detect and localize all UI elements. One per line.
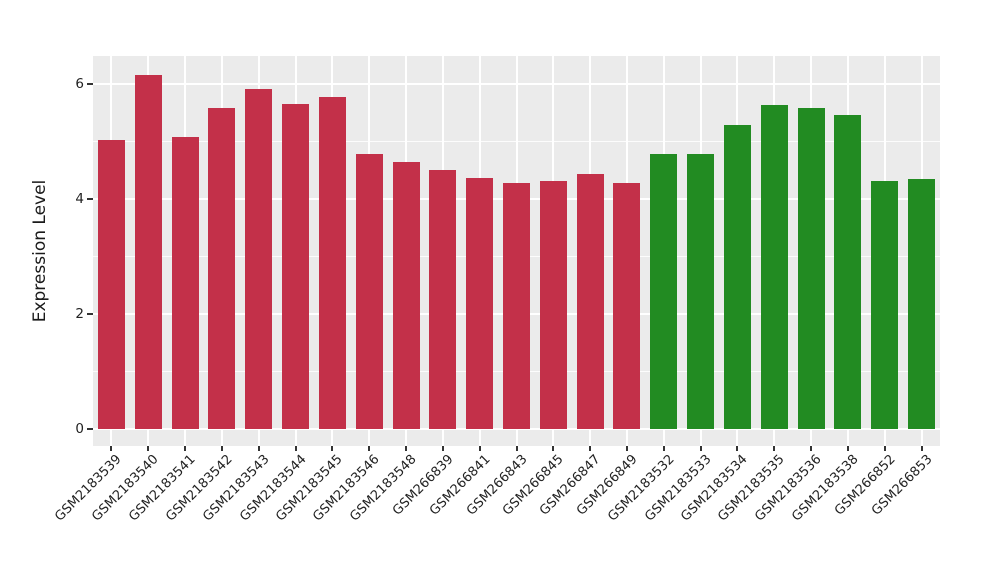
bar-GSM2183532 <box>650 153 678 429</box>
x-axis-tick <box>773 446 776 451</box>
major-gridline <box>93 428 940 430</box>
y-axis-tick <box>87 198 93 200</box>
y-axis-tick <box>87 83 93 85</box>
x-axis-tick <box>220 446 223 451</box>
bar-GSM2183543 <box>245 88 273 429</box>
bar-GSM266839 <box>429 170 457 429</box>
y-tick-label-0: 0 <box>75 421 84 437</box>
x-axis-tick <box>478 446 481 451</box>
bar-GSM266852 <box>871 181 899 429</box>
x-axis-tick <box>920 446 923 451</box>
minor-gridline <box>93 141 940 142</box>
x-axis-tick <box>810 446 813 451</box>
bar-GSM2183546 <box>355 154 383 429</box>
bar-GSM266843 <box>503 183 530 429</box>
x-axis-tick <box>331 446 334 451</box>
y-tick-label-4: 4 <box>75 191 84 207</box>
x-axis-tick <box>625 446 628 451</box>
bar-GSM2183535 <box>760 105 788 429</box>
x-axis-tick <box>515 446 518 451</box>
plot-panel <box>93 56 940 446</box>
bar-GSM2183533 <box>687 154 715 429</box>
x-axis-tick <box>368 446 371 451</box>
bar-GSM2183542 <box>208 108 236 429</box>
x-axis-tick <box>110 446 113 451</box>
bar-GSM2183544 <box>282 104 310 429</box>
x-axis-tick <box>257 446 260 451</box>
bar-GSM2183536 <box>797 107 825 429</box>
x-axis-tick <box>294 446 297 451</box>
x-axis-tick <box>699 446 702 451</box>
bar-GSM266845 <box>539 180 567 429</box>
bar-GSM2183540 <box>134 74 162 429</box>
x-axis-tick <box>589 446 592 451</box>
x-axis-tick <box>552 446 555 451</box>
y-axis-title: Expression Level <box>30 179 50 323</box>
x-axis-tick <box>846 446 849 451</box>
bar-GSM266841 <box>466 177 494 429</box>
bar-GSM2183545 <box>318 97 346 429</box>
bar-GSM266847 <box>576 173 604 429</box>
bar-GSM2183534 <box>723 125 751 429</box>
y-tick-label-2: 2 <box>75 306 84 322</box>
x-axis-tick <box>147 446 150 451</box>
bar-GSM266853 <box>908 179 936 429</box>
x-axis-tick <box>405 446 408 451</box>
x-axis-tick <box>736 446 739 451</box>
major-gridline <box>93 83 940 85</box>
bar-GSM2183538 <box>834 115 862 429</box>
x-axis-tick <box>441 446 444 451</box>
x-axis-tick <box>662 446 665 451</box>
y-tick-label-6: 6 <box>75 76 84 92</box>
bar-GSM2183539 <box>97 139 125 429</box>
y-axis-tick <box>87 428 93 430</box>
bar-GSM2183548 <box>392 162 420 429</box>
y-axis-tick <box>87 313 93 315</box>
x-axis-tick <box>184 446 187 451</box>
x-axis-tick <box>883 446 886 451</box>
bar-GSM266849 <box>613 183 641 429</box>
bar-GSM2183541 <box>171 137 199 429</box>
